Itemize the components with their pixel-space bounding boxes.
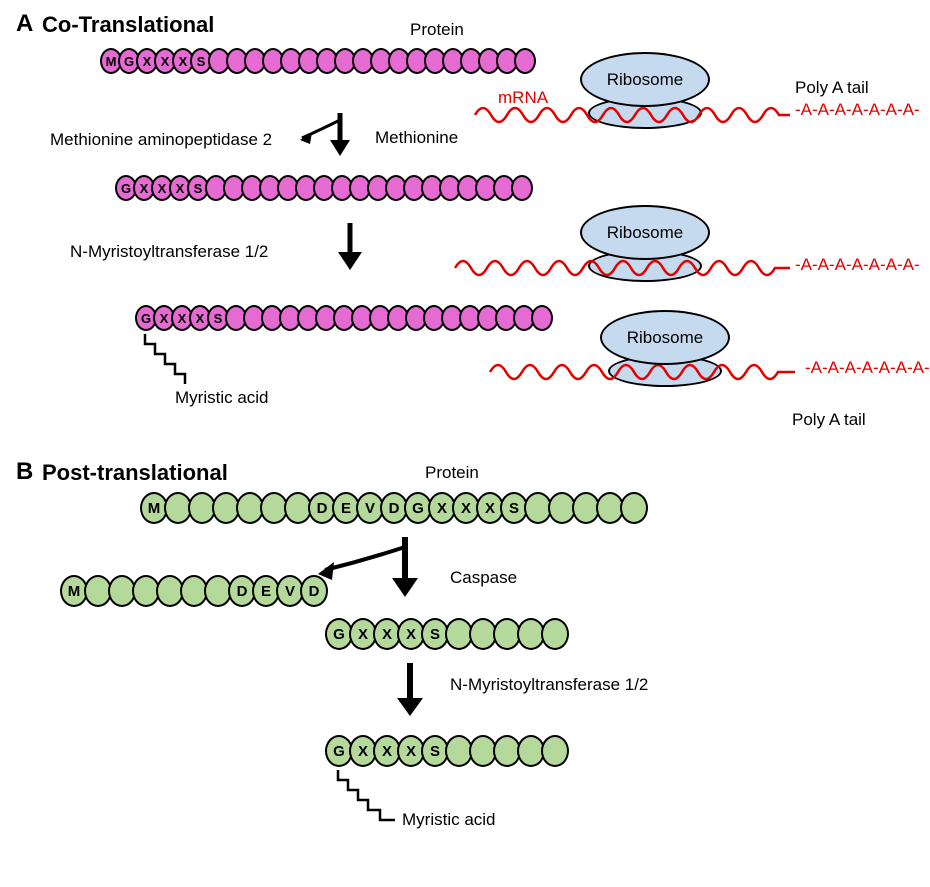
nmt-arrow-a [330, 218, 370, 273]
mrna-label: mRNA [498, 88, 548, 108]
ribosome-large-subunit: Ribosome [580, 52, 710, 107]
ribosome-3: Ribosome [590, 310, 740, 390]
myristic-label-b: Myristic acid [402, 810, 496, 830]
polya-label-1: Poly A tail [795, 78, 869, 98]
caspase-arrow [310, 532, 430, 602]
ribosome-large-subunit: Ribosome [580, 205, 710, 260]
residue-blank [531, 305, 553, 331]
nmt-label-a: N-Myristoyltransferase 1/2 [70, 242, 268, 262]
panel-b-title: Post-translational [42, 460, 228, 486]
protein-chain-b3: GXXXS [325, 735, 565, 767]
polya-seq-1: -A-A-A-A-A-A-A- [795, 100, 920, 120]
residue-blank [541, 735, 569, 767]
polya-seq-3: -A-A-A-A-A-A-A- [805, 358, 930, 378]
panel-b-letter: B [16, 458, 33, 486]
ribosome-large-subunit: Ribosome [600, 310, 730, 365]
caspase-label: Caspase [450, 568, 517, 588]
figure-container: A Co-Translational Protein MGXXXS mRNA R… [10, 10, 930, 877]
myristic-label-a: Myristic acid [175, 388, 269, 408]
protein-chain-a3: GXXXS [135, 305, 549, 331]
polya-seq-2: -A-A-A-A-A-A-A- [795, 255, 920, 275]
protein-chain-cleaved: MDEVD [60, 575, 324, 607]
protein-chain-a2: GXXXS [115, 175, 529, 201]
protein-chain-b2: GXXXS [325, 618, 565, 650]
map2-arrow [300, 108, 380, 158]
residue-blank [541, 618, 569, 650]
ribosome-2: Ribosome [570, 205, 720, 285]
residue-blank [620, 492, 648, 524]
protein-chain-b1: MDEVDGXXXS [140, 492, 644, 524]
polya-label-2: Poly A tail [792, 410, 866, 430]
nmt-arrow-b [390, 658, 430, 718]
residue-blank [511, 175, 533, 201]
panel-a-letter: A [16, 10, 33, 38]
residue-d: D [300, 575, 328, 607]
protein-chain-a1: MGXXXS [100, 48, 532, 74]
panel-a-title: Co-Translational [42, 12, 214, 38]
methionine-label: Methionine [375, 128, 458, 148]
ribosome-1: Ribosome [570, 52, 720, 132]
map2-label: Methionine aminopeptidase 2 [50, 130, 272, 150]
nmt-label-b: N-Myristoyltransferase 1/2 [450, 675, 648, 695]
protein-label-b: Protein [425, 463, 479, 483]
protein-label-a: Protein [410, 20, 464, 40]
myristic-acid-a-icon [125, 332, 215, 387]
residue-blank [514, 48, 536, 74]
